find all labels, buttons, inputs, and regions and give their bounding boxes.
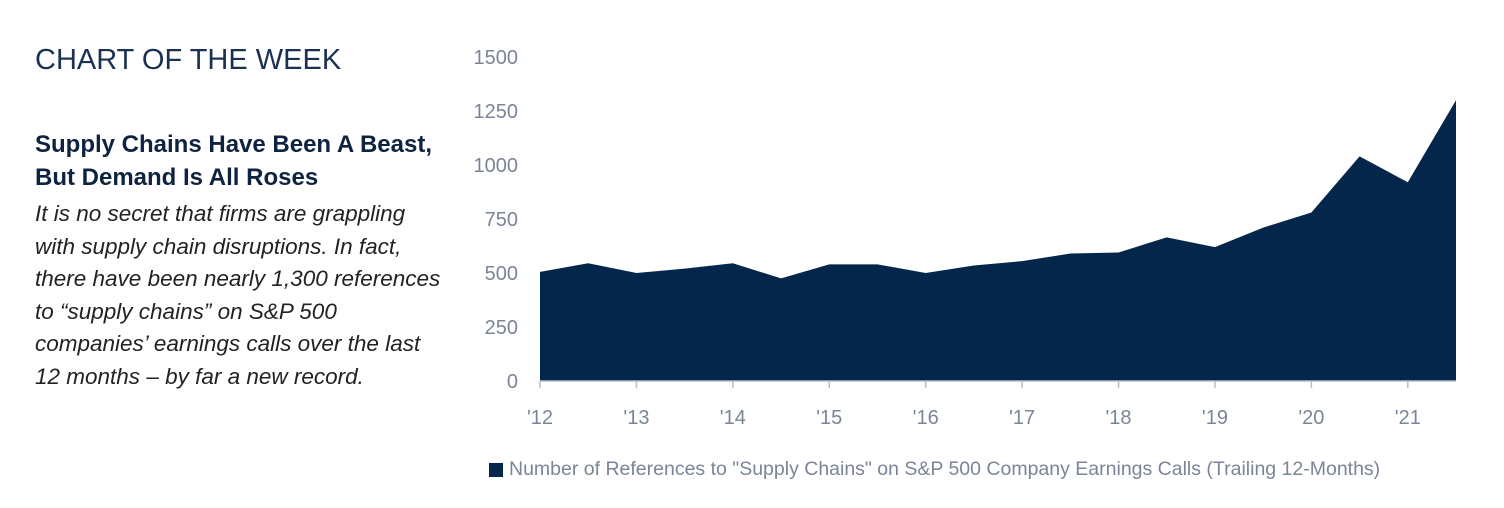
y-tick-label: 1500: [474, 47, 519, 69]
area-series: [540, 100, 1456, 381]
x-tick-label: '14: [720, 407, 746, 429]
y-tick-label: 250: [485, 317, 518, 339]
legend-swatch: [489, 462, 503, 477]
x-tick-label: '15: [816, 407, 842, 429]
y-axis: 0 250 500 750 1000 1250 1500: [474, 47, 519, 393]
x-tick-label: '20: [1298, 407, 1324, 429]
section-label: CHART OF THE WEEK: [35, 44, 342, 76]
x-axis: '12 '13 '14 '15 '16 '17 '18 '19 '20 '21: [527, 381, 1421, 429]
legend-label: Number of References to "Supply Chains" …: [509, 458, 1381, 480]
x-tick-label: '21: [1395, 407, 1421, 429]
x-tick-label: '16: [913, 407, 939, 429]
intro-panel: CHART OF THE WEEK Supply Chains Have Bee…: [35, 40, 445, 393]
body-text: It is no secret that firms are grappling…: [35, 201, 441, 389]
y-tick-label: 1000: [474, 155, 519, 177]
x-tick-label: '12: [527, 407, 553, 429]
legend: Number of References to "Supply Chains" …: [489, 458, 1380, 481]
y-tick-label: 0: [507, 371, 518, 393]
y-tick-label: 500: [485, 263, 518, 285]
x-tick-label: '13: [623, 407, 649, 429]
x-tick-label: '19: [1202, 407, 1228, 429]
headline: Supply Chains Have Been A Beast, But Dem…: [35, 131, 433, 191]
y-tick-label: 1250: [474, 101, 519, 123]
x-tick-label: '18: [1105, 407, 1131, 429]
x-tick-label: '17: [1009, 407, 1035, 429]
y-tick-label: 750: [485, 209, 518, 231]
